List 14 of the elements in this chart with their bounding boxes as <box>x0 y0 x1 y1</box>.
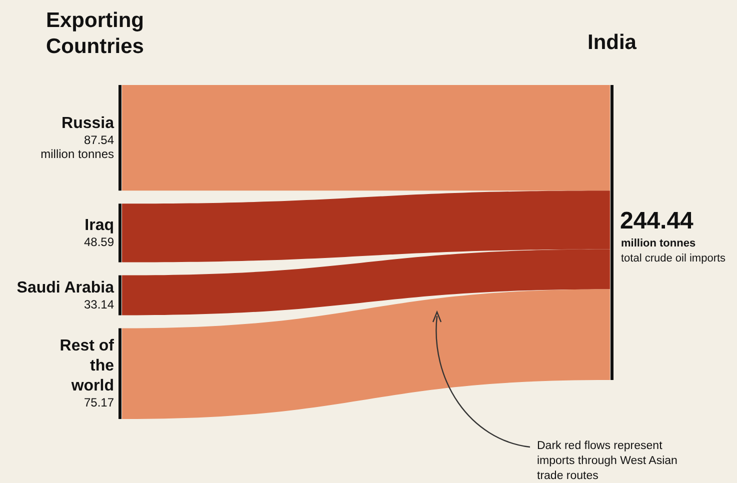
text: million tonnes <box>621 238 696 250</box>
text: 244.44 <box>620 208 694 234</box>
text: Exporting Countries <box>46 9 144 58</box>
category-label: Saudi Arabia <box>16 279 114 296</box>
data-label: 48.59 <box>84 234 114 249</box>
text: Dark red flows represent imports through West Asian trade routes <box>537 440 678 482</box>
data-label: 87.54 million tonnes <box>40 132 114 161</box>
category-label: Iraq <box>84 216 114 234</box>
text: total crude oil imports <box>621 252 726 264</box>
category-label: Rest of the world <box>60 338 115 395</box>
category-label: Russia <box>62 114 114 132</box>
text: India <box>587 31 637 54</box>
data-label: 33.14 <box>84 297 114 312</box>
data-label: 75.17 <box>84 396 114 410</box>
